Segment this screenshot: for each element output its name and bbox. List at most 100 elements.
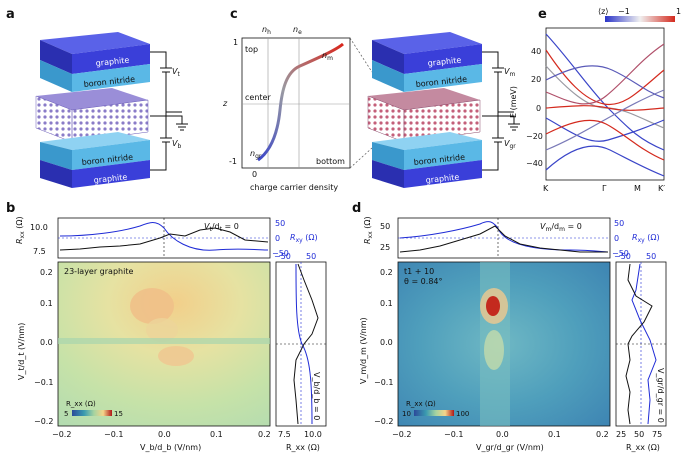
b-top-rytick-0: 0 [275,234,280,243]
d-ylabel: V_m/d_m (V/nm) [359,317,368,384]
d-top-ylabel: Rxx (Ω) [363,216,374,244]
panel-d-side: −50 50 25 50 75 R_xx (Ω) V_gr/d_gr = 0 [614,252,667,452]
vt-label: Vt [172,67,180,78]
e-colorbar [605,16,675,22]
d-side-bot-3: 75 [652,430,662,439]
e-xtick-m: M [634,184,641,193]
d-condition: Vm/dm = 0 [540,222,582,233]
nh-label: nh [262,25,271,36]
d-rxy-trace [399,221,609,253]
b-side-top-2: 50 [306,252,316,261]
panel-b-map: 23-layer graphite 0.2 0.1 0.0 −0.1 −0.2 … [17,261,271,452]
b-cb-title: R_xx (Ω) [66,400,96,408]
c-top: top [245,45,258,54]
c-zoom-line-bot [349,147,373,169]
vb-label: Vb [172,139,181,150]
c-xtick: 0 [252,170,257,179]
e-xtick-gamma: Γ [602,184,607,193]
d-xtick-4: 0.1 [548,430,561,439]
d-side-bot-1: 25 [616,430,626,439]
panel-label-d: d [352,201,361,216]
b-blob-1 [130,288,174,324]
b-side-rxx [293,263,319,425]
b-xtick-2: −0.1 [104,430,123,439]
c-zoom-line-top [349,37,373,73]
b-map-text: 23-layer graphite [64,267,133,276]
e-bands [545,33,665,177]
b-top-ytick-10: 10.0 [30,223,48,232]
stack-a: graphite boron nitride boron nitride gra… [35,32,188,188]
d-top-rytick-m50: −50 [612,249,629,258]
bn-side2-bot [40,142,72,170]
e-ytick-0: 0 [536,104,541,113]
b-xtick-3: 0.0 [158,430,171,439]
b-band [58,338,270,344]
panel-label-b: b [6,201,15,216]
graphite2-side2-bot [372,160,404,188]
d-xlabel: V_gr/d_gr (V/nm) [476,443,544,452]
d-xtick-2: −0.1 [444,430,463,439]
b-side-bot-1: 7.5 [278,430,291,439]
vgr-label: Vgr [504,139,516,150]
bn2-side-top [404,64,482,92]
bn2-side2-top [372,60,404,92]
d-top-rytick-0: 0 [614,234,619,243]
b-cb-max: 15 [114,410,123,418]
d-side-rxx [625,263,653,425]
graphite2-label-top: graphite [427,56,462,68]
c-nm: nm [322,51,333,62]
d-cb-max: 100 [456,410,469,418]
b-xlabel: V_b/d_b (V/nm) [140,443,201,452]
d-cb-title: R_xx (Ω) [406,400,436,408]
b-side-xlabel: R_xx (Ω) [286,443,320,452]
b-top-rlabel: Rxy (Ω) [290,233,318,244]
bn-side-top [72,64,150,92]
graphite-side2-bot [40,160,72,188]
d-rxx-trace [399,225,608,253]
d-xtick-5: 0.2 [596,430,609,439]
d-top-rlabel: Rxy (Ω) [632,233,660,244]
d-colorbar [414,410,454,416]
d-map-text1: t1 + 10 [404,267,434,276]
graphite2-side2 [372,40,404,74]
vm-label: Vm [504,67,515,78]
e-ytick-20: 20 [531,75,541,84]
b-blob-2 [146,318,178,342]
b-side-top-1: −50 [274,252,291,261]
c-xlabel: charge carrier density [250,183,338,192]
density-curve [257,42,344,162]
b-colorbar [72,410,112,416]
d-blob-2 [484,330,504,370]
b-ytick-3: 0.0 [40,338,53,347]
panel-d-top-trace: 50 25 Rxx (Ω) 50 0 −50 Rxy (Ω) Vm/dm = 0 [363,216,660,259]
panel-label-e: e [538,7,547,22]
graphite-label-bot: graphite [93,173,128,185]
e-ytick-m40: −40 [526,159,543,168]
e-cb-max: 1 [676,7,681,16]
e-ytick-40: 40 [531,47,541,56]
e-ylabel: E (meV) [509,86,518,118]
d-ytick-5: −0.2 [374,417,393,426]
circuit-c2 [482,51,520,171]
e-cb-label: ⟨z⟩ [598,7,608,16]
b-ytick-1: 0.2 [40,268,53,277]
panel-label-a: a [6,7,15,22]
circuit-a [150,51,188,171]
b-ytick-2: 0.1 [40,299,53,308]
c-bottom: bottom [316,157,345,166]
b-side-rxy [295,263,313,425]
panel-c-axes [241,37,351,169]
d-side-bot-2: 50 [634,430,644,439]
c-ytick-bot: -1 [229,157,237,166]
c-center: center [245,93,271,102]
d-ytick-4: −0.1 [374,378,393,387]
d-xtick-1: −0.2 [392,430,411,439]
d-side-condition: V_gr/d_gr = 0 [656,368,665,423]
graphite-label-top: graphite [95,56,130,68]
d-xtick-3: 0.0 [496,430,509,439]
d-hotspot [486,296,500,316]
b-rxx-trace [59,227,269,251]
graphite-top-face [40,32,150,54]
bn2-top-face-bot [372,132,482,150]
e-ytick-m20: −20 [526,132,543,141]
